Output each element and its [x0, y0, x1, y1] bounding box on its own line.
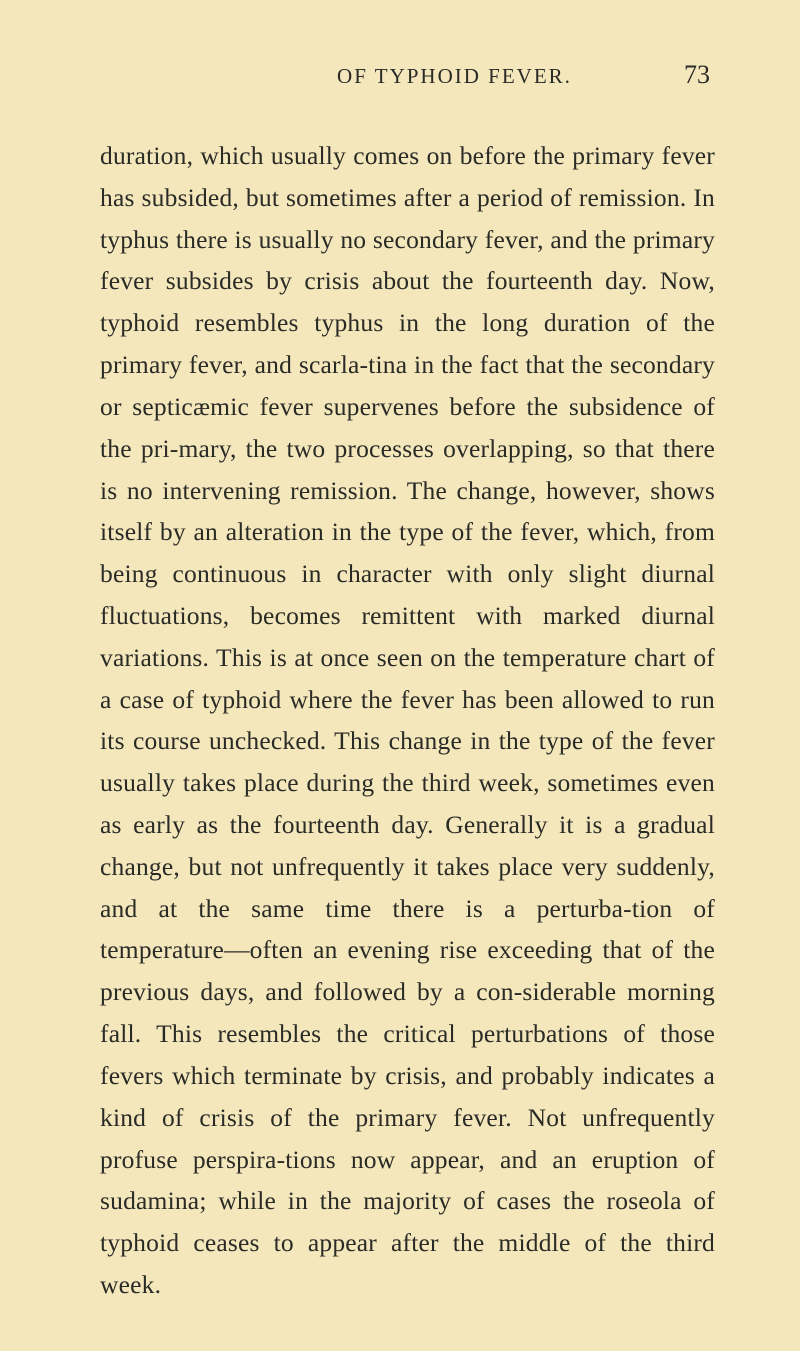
body-text: duration, which usually comes on before …	[100, 135, 715, 1306]
page-number: 73	[684, 60, 710, 90]
page-container: OF TYPHOID FEVER. 73 duration, which usu…	[0, 0, 800, 1351]
page-header: OF TYPHOID FEVER. 73	[100, 60, 715, 90]
header-title: OF TYPHOID FEVER.	[105, 64, 684, 89]
